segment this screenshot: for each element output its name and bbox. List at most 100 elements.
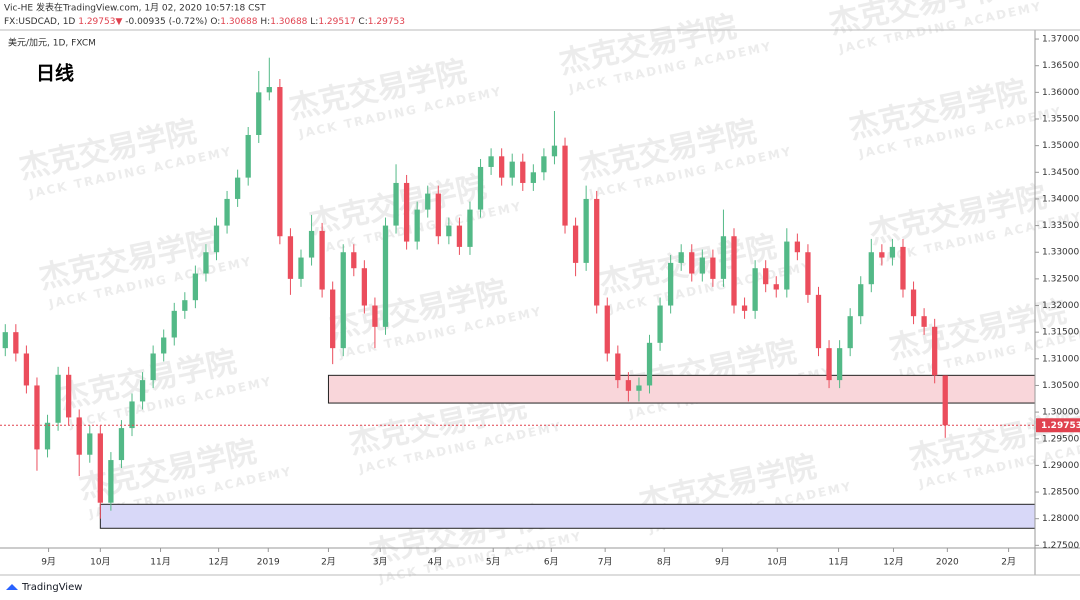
- candle-body: [203, 252, 209, 274]
- candle-body: [910, 289, 917, 317]
- candle-body: [76, 417, 82, 455]
- y-tick-label: 1.33500: [1042, 221, 1079, 231]
- candle-body: [879, 252, 885, 258]
- candle-body: [720, 236, 727, 279]
- x-tick-label: 3月: [373, 557, 388, 568]
- x-tick-label: 2019: [257, 558, 280, 568]
- candle-body: [13, 332, 19, 354]
- last-price-box: [1036, 418, 1080, 433]
- zone: [327, 374, 1036, 404]
- y-tick-label: 1.36000: [1042, 88, 1079, 98]
- candle-body: [889, 246, 896, 258]
- candle-body: [477, 166, 484, 210]
- candle-body: [636, 385, 642, 391]
- y-tick-label: 1.31000: [1042, 354, 1079, 364]
- y-tick-label: 1.37000: [1042, 35, 1079, 45]
- candle-body: [414, 209, 420, 242]
- change: -0.00935 (-0.72%): [125, 17, 207, 27]
- candle-body: [741, 305, 748, 311]
- x-tick-label: 12月: [883, 557, 903, 568]
- candle-body: [731, 236, 737, 306]
- x-tick-label: 4月: [428, 557, 443, 568]
- candle-body: [604, 305, 610, 354]
- candle-body: [66, 374, 72, 418]
- candle-body: [340, 252, 346, 349]
- candle-body: [393, 182, 399, 226]
- header-quote: FX:USDCAD, 1D 1.29753▼ -0.00935 (-0.72%)…: [4, 17, 405, 27]
- plot: [0, 57, 1036, 529]
- candle-body: [245, 134, 251, 178]
- candle-body: [763, 268, 769, 285]
- candle-body: [794, 241, 801, 253]
- h-value: 1.30688: [270, 17, 307, 27]
- y-tick-label: 1.35000: [1042, 141, 1079, 151]
- x-tick-label: 2月: [1001, 557, 1016, 568]
- candle-body: [784, 241, 790, 290]
- x-tick-label: 11月: [828, 557, 848, 568]
- candle-body: [921, 316, 927, 327]
- candle-body: [97, 433, 103, 503]
- candle-body: [129, 401, 135, 429]
- candle-body: [625, 380, 632, 391]
- candle-body: [298, 257, 304, 279]
- y-tick-label: 1.28500: [1042, 488, 1079, 498]
- candle-body: [87, 433, 93, 455]
- candle-body: [224, 198, 230, 226]
- candle-body: [847, 316, 853, 349]
- candle-body: [161, 337, 167, 354]
- candle-body: [192, 273, 199, 301]
- candle-body: [108, 460, 114, 503]
- candle-body: [942, 375, 948, 426]
- x-tick-label: 8月: [657, 557, 672, 568]
- candle-body: [900, 246, 906, 290]
- candle-body: [826, 348, 832, 381]
- x-tick-label: 6月: [544, 557, 559, 568]
- candle-body: [319, 230, 325, 290]
- candle-body: [541, 156, 547, 173]
- candle-body: [488, 156, 494, 167]
- candle-body: [55, 374, 61, 423]
- candle-body: [266, 87, 272, 93]
- y-tick-label: 1.31500: [1042, 328, 1079, 338]
- x-tick-label: 10月: [90, 557, 110, 568]
- candle-body: [34, 385, 40, 450]
- y-tick-label: 1.34500: [1042, 168, 1079, 178]
- candle-body: [932, 326, 938, 376]
- x-tick-label: 2月: [321, 557, 336, 568]
- candle-body: [678, 252, 684, 263]
- symbol: FX:USDCAD, 1D: [4, 17, 75, 27]
- candle-body: [256, 92, 262, 135]
- candle-body: [667, 262, 674, 306]
- candle-body: [277, 87, 283, 237]
- candle-body: [351, 252, 357, 269]
- l-value: 1.29517: [318, 17, 355, 27]
- candle-body: [562, 145, 568, 226]
- y-tick-label: 1.35500: [1042, 114, 1079, 124]
- candle-body: [572, 225, 579, 263]
- c-value: 1.29753: [368, 17, 405, 27]
- candle-body: [23, 353, 30, 386]
- last-price: 1.29753: [78, 17, 115, 27]
- y-tick-label: 1.34000: [1042, 194, 1079, 204]
- x-tick-label: 9月: [41, 557, 56, 568]
- candle-body: [118, 428, 125, 461]
- x-tick-label: 2020: [936, 558, 959, 568]
- candle-body: [773, 284, 779, 290]
- x-tick-label: 12月: [208, 557, 228, 568]
- candle-body: [646, 342, 653, 386]
- c-label: C:: [358, 17, 367, 27]
- o-value: 1.30688: [220, 17, 257, 27]
- x-tick-label: 9月: [715, 557, 730, 568]
- down-arrow: ▼: [115, 17, 122, 27]
- candle-body: [425, 193, 431, 210]
- candle-body: [182, 300, 188, 311]
- candle-body: [150, 353, 156, 381]
- candle-body: [213, 225, 220, 253]
- candle-body: [467, 209, 473, 247]
- candle-body: [2, 332, 8, 349]
- candle-body: [805, 252, 811, 295]
- candle-body: [456, 225, 463, 247]
- candle-body: [171, 310, 177, 338]
- legend: 美元/加元, 1D, FXCM: [8, 37, 96, 49]
- candle-body: [139, 380, 146, 402]
